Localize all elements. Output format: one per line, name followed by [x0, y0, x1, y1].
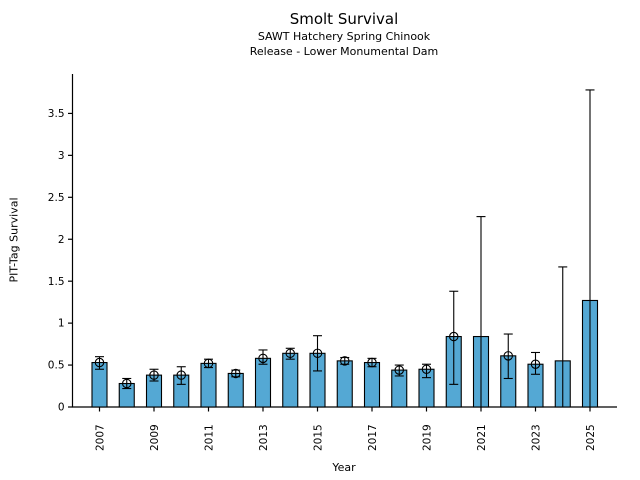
x-tick-label: 2007	[94, 424, 106, 451]
point-marker-2014	[285, 348, 295, 359]
x-tick-label: 2015	[312, 424, 324, 451]
point-marker-2020	[448, 331, 459, 342]
y-axis-label: PIT-Tag Survival	[7, 197, 21, 283]
point-marker-2010	[176, 370, 187, 380]
y-tick-label: 0	[58, 402, 65, 414]
y-tick-label: 1.5	[48, 276, 65, 288]
x-tick-label: 2009	[149, 424, 161, 451]
point-marker-2019	[421, 364, 432, 375]
chart-subtitle-line1: SAWT Hatchery Spring Chinook	[257, 30, 431, 43]
y-tick-label: 2	[58, 234, 65, 246]
point-marker-2017	[367, 357, 377, 368]
point-marker-2023	[530, 359, 541, 369]
x-tick-label: 2019	[421, 424, 433, 451]
point-marker-2018	[394, 365, 404, 375]
bar-2012	[227, 372, 244, 408]
x-tick-label: 2025	[585, 424, 597, 451]
point-marker-2015	[312, 348, 323, 359]
bar-2013	[254, 357, 272, 408]
x-tick-label: 2021	[476, 424, 488, 451]
x-tick-label: 2011	[203, 424, 215, 451]
point-marker-2016	[339, 356, 350, 366]
point-marker-2007	[94, 357, 105, 368]
y-tick-label: 1	[58, 318, 65, 330]
point-marker-2008	[122, 378, 132, 389]
y-tick-label: 2.5	[48, 192, 65, 204]
y-tick-label: 0.5	[48, 360, 65, 372]
y-tick-label: 3.5	[48, 108, 65, 120]
point-marker-2011	[203, 358, 214, 369]
point-marker-2012	[231, 368, 241, 379]
chart-title: Smolt Survival	[289, 10, 399, 28]
point-marker-2013	[258, 353, 268, 364]
bar-2014	[282, 352, 299, 408]
x-tick-label: 2013	[258, 424, 270, 451]
x-tick-label: 2017	[367, 424, 379, 451]
bar-2011	[200, 362, 217, 408]
x-tick-label: 2023	[530, 424, 542, 451]
bar-2016	[336, 360, 353, 408]
chart-subtitle-line2: Release - Lower Monumental Dam	[249, 45, 439, 58]
bar-2017	[363, 361, 381, 408]
y-tick-label: 3	[58, 150, 65, 162]
point-marker-2022	[503, 351, 513, 361]
x-axis-label: Year	[332, 461, 356, 474]
point-marker-2009	[149, 370, 159, 380]
